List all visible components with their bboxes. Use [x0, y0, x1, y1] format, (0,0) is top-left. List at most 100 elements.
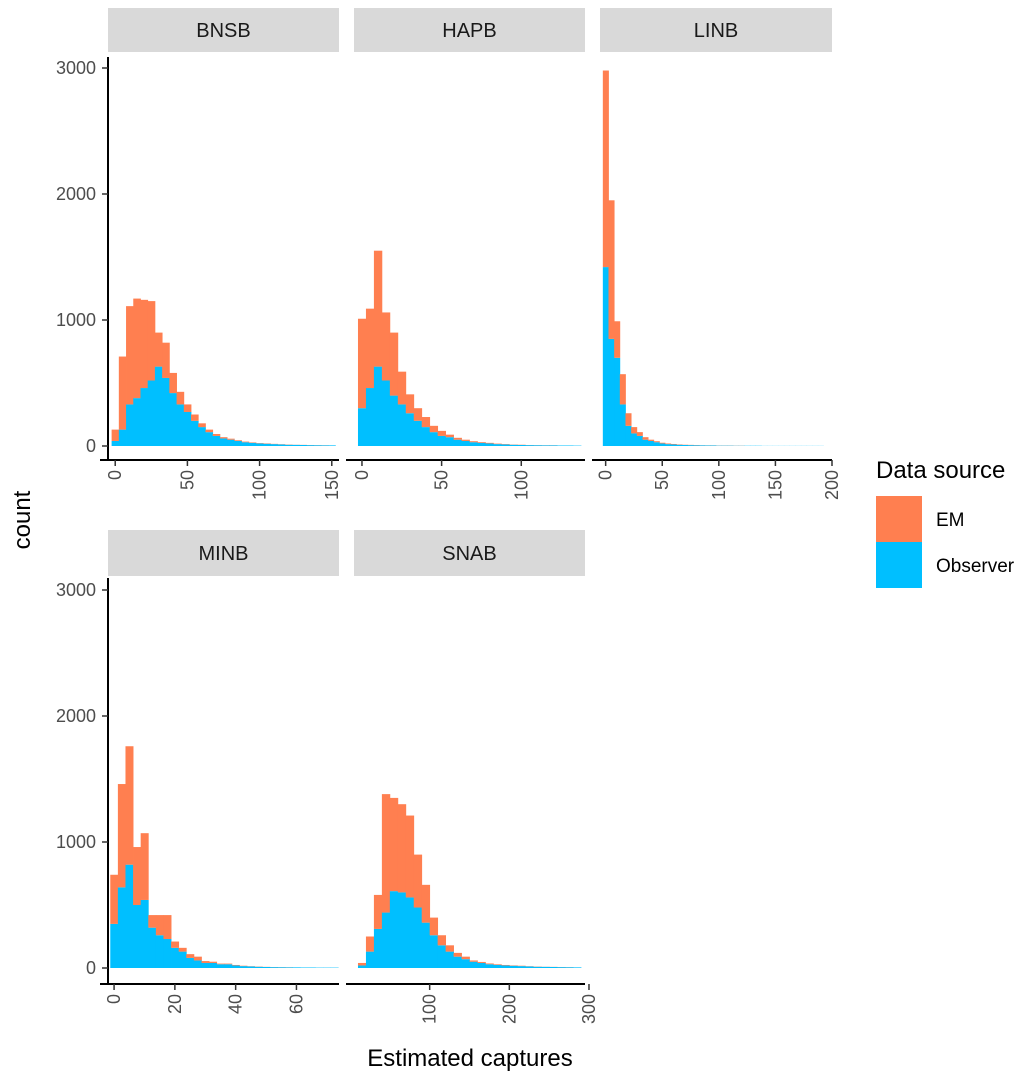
bar-em	[133, 847, 142, 905]
bar-em	[155, 915, 164, 936]
bar-em	[461, 439, 470, 441]
bar-observer	[565, 445, 574, 446]
bar-observer	[357, 408, 367, 446]
bar-em	[389, 797, 399, 892]
bar-observer	[704, 445, 711, 446]
bar-em	[648, 439, 655, 441]
bar-observer	[176, 404, 185, 446]
bar-observer	[201, 962, 210, 968]
y-tick-label: 3000	[56, 58, 96, 78]
bar-observer	[209, 962, 218, 968]
bar-observer	[469, 442, 478, 446]
bar-observer	[292, 444, 300, 446]
bar-observer	[186, 957, 195, 968]
bar-observer	[183, 411, 192, 446]
bar-em	[397, 804, 407, 893]
facet-strip-label: BNSB	[196, 20, 250, 42]
bar-observer	[247, 966, 256, 968]
bar-em	[162, 342, 170, 378]
bar-observer	[231, 965, 240, 968]
x-tick-label: 0	[352, 470, 372, 480]
bar-observer	[147, 380, 156, 446]
bar-observer	[469, 961, 478, 968]
bar-em	[437, 935, 447, 946]
bar-observer	[328, 445, 336, 446]
bar-em	[373, 894, 383, 929]
bar-observer	[533, 966, 542, 968]
bar-em	[357, 318, 367, 409]
bar-observer	[485, 964, 494, 968]
x-axis-title: Estimated captures	[367, 1045, 572, 1072]
bar-observer	[429, 432, 439, 446]
bar-em	[453, 437, 462, 440]
bar-observer	[461, 440, 470, 446]
bar-em	[636, 432, 643, 436]
bar-em	[198, 423, 206, 428]
bar-observer	[653, 442, 660, 446]
bar-em	[178, 947, 187, 952]
bar-em	[602, 70, 609, 268]
x-tick-label: 40	[226, 994, 246, 1014]
panel-hapb: HAPB 0 50 100	[346, 8, 585, 500]
bar-observer	[277, 967, 286, 968]
bar-observer	[248, 442, 257, 446]
bar-em	[140, 299, 149, 389]
facet-strip-label: HAPB	[442, 20, 496, 42]
bar-observer	[133, 905, 142, 968]
bar-em	[147, 301, 156, 381]
bar-observer	[241, 442, 250, 446]
x-tick-label: 60	[286, 994, 306, 1014]
bar-em	[201, 961, 210, 963]
x-tick-label: 0	[105, 470, 125, 480]
bar-observer	[619, 404, 626, 446]
bar-observer	[453, 956, 462, 968]
bar-observer	[212, 435, 221, 446]
bar-observer	[191, 420, 199, 446]
bar-em	[171, 941, 180, 948]
bar-observer	[365, 951, 375, 968]
bar-observer	[445, 951, 454, 968]
bar-observer	[224, 964, 233, 968]
bar-em	[670, 443, 677, 445]
x-tick-label: 50	[432, 470, 452, 490]
bar-em	[477, 961, 486, 963]
bar-observer	[263, 443, 271, 446]
bar-em	[205, 429, 214, 433]
bar-observer	[140, 388, 149, 446]
bar-observer	[676, 444, 683, 446]
legend-label-em: EM	[936, 510, 965, 531]
facet-strip	[354, 8, 585, 52]
bar-em	[413, 854, 423, 908]
bar-em	[437, 430, 447, 436]
bar-em	[183, 404, 192, 412]
bar-observer	[636, 435, 643, 446]
facet-strip	[354, 530, 585, 576]
bar-em	[469, 960, 478, 962]
bar-observer	[205, 432, 214, 446]
bar-observer	[389, 395, 399, 446]
bar-observer	[670, 444, 677, 446]
bar-observer	[171, 947, 180, 968]
bar-observer	[227, 439, 235, 446]
bar-observer	[493, 444, 502, 446]
bar-em	[140, 833, 149, 900]
bar-observer	[477, 442, 486, 446]
bar-observer	[154, 366, 163, 446]
x-tick-label: 50	[652, 470, 672, 490]
bar-observer	[125, 864, 134, 968]
bar-observer	[234, 440, 242, 446]
bar-observer	[216, 964, 225, 968]
bar-em	[413, 408, 423, 421]
bar-observer	[178, 951, 187, 968]
bar-observer	[397, 404, 407, 446]
bar-em	[501, 964, 510, 966]
bar-em	[608, 200, 615, 339]
bar-observer	[429, 935, 439, 968]
legend-key-em	[876, 496, 922, 542]
bar-observer	[533, 445, 542, 446]
facet-strip	[108, 530, 339, 576]
y-tick-label: 1000	[56, 310, 96, 330]
bar-observer	[254, 966, 263, 968]
